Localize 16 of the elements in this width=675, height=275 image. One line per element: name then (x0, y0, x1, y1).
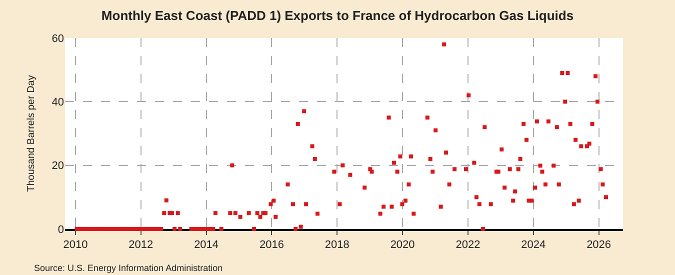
source-note: Source: U.S. Energy Information Administration (34, 263, 223, 273)
x-tick-label: 2022 (456, 238, 480, 251)
x-tick-label: 2016 (259, 238, 284, 251)
x-tick-label: 2020 (390, 238, 415, 251)
y-axis-title: Thousand Barrels per Day (26, 75, 37, 192)
y-tick-label: 20 (52, 160, 64, 172)
x-tick-label: 2026 (586, 238, 612, 251)
x-tick-label: 2024 (521, 238, 546, 251)
y-tick-label: 60 (52, 32, 64, 45)
x-tick-label: 2014 (194, 238, 219, 251)
x-tick-label: 2010 (63, 238, 88, 251)
y-tick-label: 0 (58, 224, 64, 236)
y-tick-label: 40 (52, 96, 64, 109)
x-tick-label: 2018 (324, 238, 350, 251)
chart-title: Monthly East Coast (PADD 1) Exports to France of Hydrocarbon Gas Liquids (101, 8, 574, 24)
x-tick-label: 2012 (128, 238, 154, 251)
